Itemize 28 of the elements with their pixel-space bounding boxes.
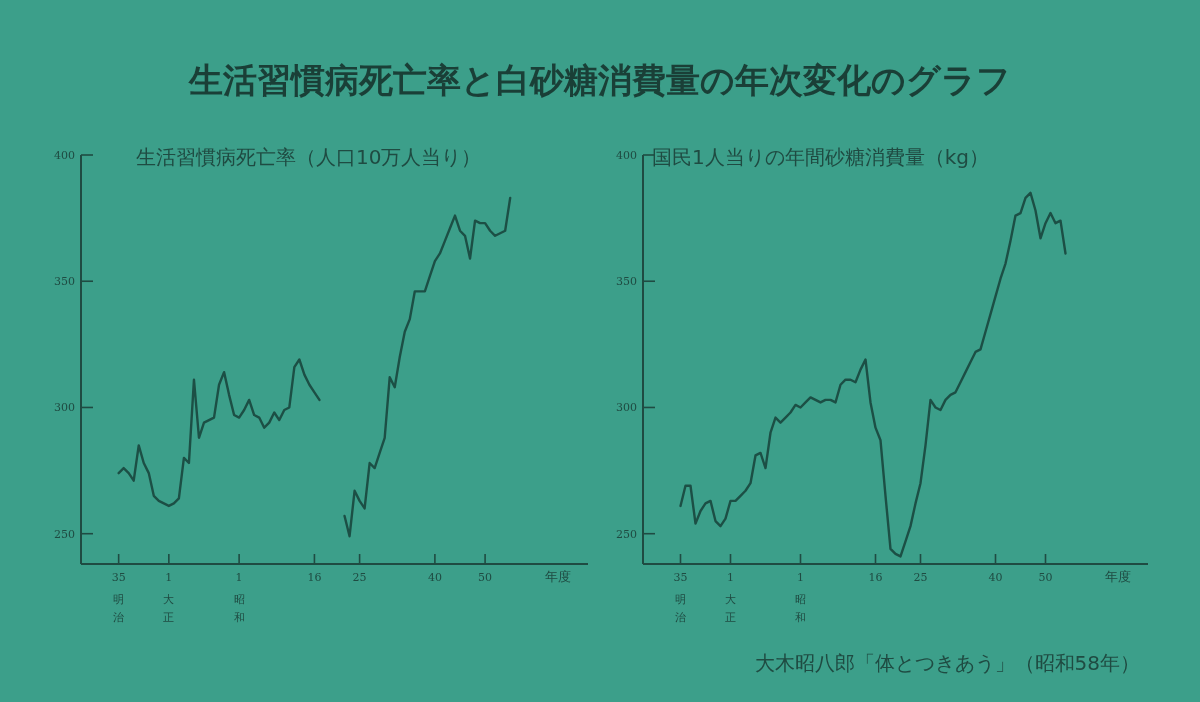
chart-title: 生活習慣病死亡率と白砂糖消費量の年次変化のグラフ bbox=[188, 60, 1011, 100]
x-tick-label: 50 bbox=[478, 571, 493, 584]
x-tick-label: 25 bbox=[913, 571, 928, 584]
x-tick-label: 16 bbox=[307, 571, 322, 584]
y-tick-label: 350 bbox=[616, 275, 637, 289]
x-tick-label: 1 昭和 bbox=[233, 571, 245, 624]
chart-subtitle: 生活習慣病死亡率（人口10万人当り） bbox=[136, 145, 482, 169]
chart-subtitle: 国民1人当りの年間砂糖消費量（kg） bbox=[652, 145, 990, 169]
x-tick-label: 40 bbox=[427, 571, 442, 584]
x-tick-label: 50 bbox=[1038, 571, 1053, 584]
x-tick-label: 1 大正 bbox=[725, 571, 736, 624]
x-axis-title: 年度 bbox=[545, 569, 571, 584]
y-tick-label: 250 bbox=[616, 527, 637, 541]
y-tick-label: 300 bbox=[616, 401, 637, 415]
x-tick-label: 35 明治 bbox=[111, 571, 126, 624]
x-tick-label: 1 大正 bbox=[163, 571, 175, 624]
x-axis-title: 年度 bbox=[1105, 569, 1131, 584]
x-tick-label: 16 bbox=[868, 571, 883, 584]
y-tick-label: 300 bbox=[54, 401, 75, 415]
text: 大木昭八郎「体とつきあう」（昭和58年） bbox=[754, 651, 1140, 675]
x-tick-label: 1 昭和 bbox=[795, 571, 806, 624]
x-tick-label: 40 bbox=[988, 571, 1003, 584]
y-tick-label: 250 bbox=[54, 527, 75, 541]
x-tick-label: 25 bbox=[352, 571, 367, 584]
x-tick-label: 35 明治 bbox=[673, 571, 688, 624]
y-tick-label: 400 bbox=[616, 149, 637, 162]
y-tick-label: 350 bbox=[54, 275, 75, 289]
y-tick-label: 400 bbox=[54, 149, 75, 162]
